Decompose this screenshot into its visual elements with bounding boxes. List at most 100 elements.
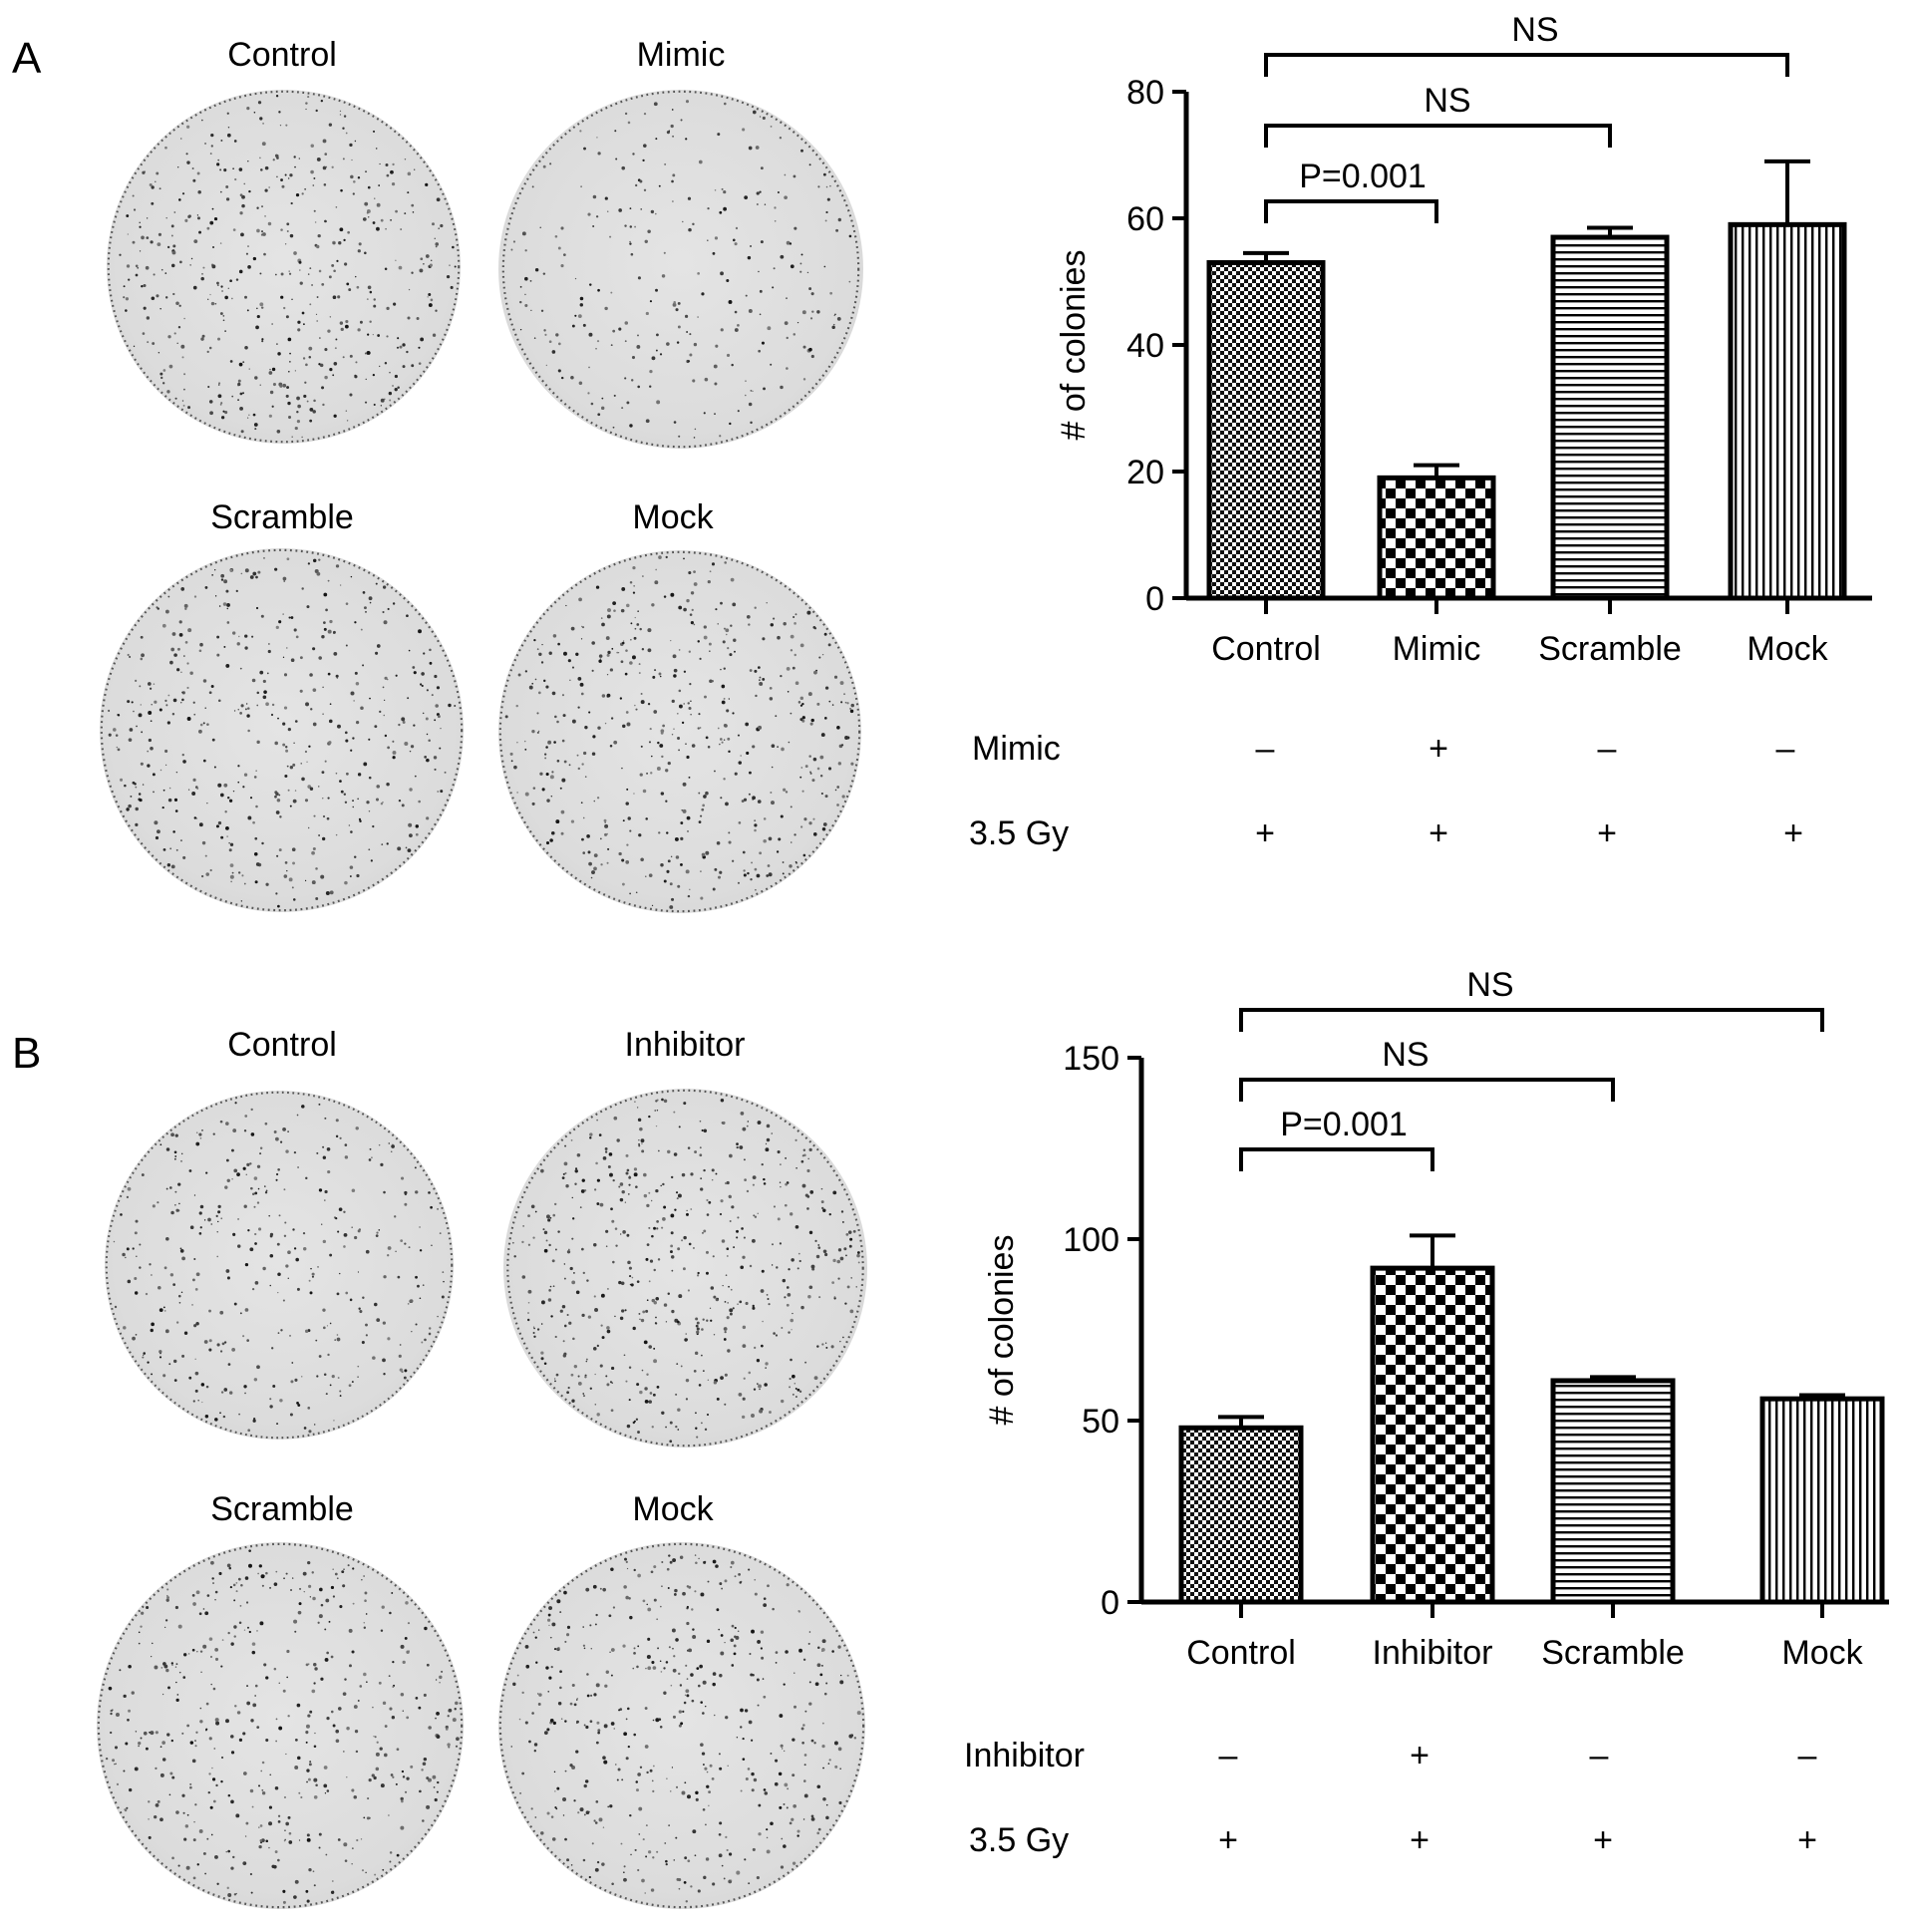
colony-dot — [146, 236, 150, 239]
colony-dot — [730, 1638, 735, 1643]
colony-dot — [752, 110, 757, 115]
colony-dot — [127, 653, 130, 657]
colony-dot — [250, 1186, 253, 1190]
colony-dot — [654, 580, 659, 585]
colony-dot — [141, 731, 144, 734]
colony-dot — [325, 1393, 328, 1396]
colony-dot — [254, 836, 258, 840]
colony-dot — [585, 1587, 590, 1592]
colony-dot — [589, 1387, 592, 1390]
colony-dot — [382, 1321, 386, 1325]
colony-dot — [660, 1184, 662, 1187]
colony-dot — [534, 1816, 537, 1818]
colony-dot — [225, 1719, 229, 1724]
colony-dot — [726, 1180, 730, 1185]
colony-dot — [719, 210, 723, 214]
colony-dot — [175, 848, 178, 851]
colony-dot — [623, 1354, 626, 1357]
colony-dot — [186, 717, 191, 721]
colony-dot — [687, 702, 690, 705]
colony-dot — [224, 810, 227, 813]
colony-dot — [324, 1189, 328, 1194]
colony-dot — [661, 1226, 664, 1229]
colony-dot — [799, 825, 803, 828]
colony-dot — [770, 623, 775, 627]
colony-dot — [779, 137, 783, 140]
colony-dot — [418, 362, 422, 365]
colony-dot — [621, 767, 623, 770]
colony-dot — [280, 295, 284, 299]
colony-dot — [174, 397, 177, 400]
colony-dot — [277, 904, 280, 908]
colony-dot — [710, 1319, 713, 1322]
colony-dot — [638, 672, 641, 674]
colony-dot — [305, 1663, 309, 1667]
colony-dot — [333, 1420, 335, 1422]
colony-dot — [138, 1742, 142, 1746]
colony-dot — [226, 796, 230, 800]
colony-dot — [746, 1125, 749, 1127]
colony-dot — [181, 1732, 184, 1735]
colony-dot — [273, 1667, 277, 1671]
colony-dot — [322, 814, 326, 818]
bar — [1728, 221, 1847, 601]
colony-dot — [609, 235, 612, 238]
colony-dot — [587, 392, 590, 395]
colony-dot — [716, 1608, 720, 1612]
colony-dot — [242, 392, 244, 395]
colony-dot — [279, 125, 282, 127]
colony-dot — [420, 257, 424, 261]
colony-dot — [791, 1258, 795, 1262]
panel-a: A Control Mimic Scramble Mock 0 20 40 60 80 #… — [12, 11, 1872, 913]
colony-dot — [296, 420, 301, 424]
colony-dot — [193, 816, 197, 819]
colony-dot — [378, 1229, 381, 1231]
colony-dot — [171, 713, 175, 716]
colony-dot — [825, 1803, 828, 1806]
colony-dot — [683, 1880, 687, 1884]
colony-dot — [436, 1735, 441, 1739]
colony-dot — [345, 319, 349, 324]
colony-dot — [729, 422, 732, 426]
colony-dot — [751, 861, 753, 864]
colony-dot — [407, 697, 410, 700]
colony-dot — [329, 368, 333, 372]
colony-dot — [570, 626, 575, 631]
colony-dot — [166, 390, 170, 394]
colony-dot — [546, 1214, 550, 1219]
colony-dot — [327, 579, 330, 582]
colony-dot — [126, 807, 130, 811]
colony-dot — [345, 132, 348, 135]
colony-dot — [807, 692, 812, 697]
colony-dot — [219, 1120, 223, 1124]
colony-dot — [161, 623, 166, 628]
colony-dot — [148, 1800, 151, 1803]
colony-dot — [794, 1705, 797, 1709]
colony-dot — [604, 823, 609, 828]
colony-dot — [159, 1817, 163, 1822]
colony-dot — [312, 184, 315, 186]
colony-dot — [186, 161, 190, 164]
colony-dot — [821, 1745, 825, 1749]
colony-dot — [691, 744, 696, 748]
colony-dot — [422, 1819, 425, 1822]
colony-dot — [602, 1156, 607, 1160]
colony-dot — [214, 1854, 218, 1859]
colony-dot — [194, 1745, 197, 1748]
colony-dot — [686, 1209, 688, 1212]
colony-dot — [645, 1667, 647, 1670]
colony-dot — [524, 249, 527, 252]
x-tick-label: Mimic — [1393, 630, 1481, 668]
colony-dot — [565, 604, 567, 607]
colony-dot — [673, 728, 675, 730]
colony-dot — [192, 1602, 196, 1606]
colony-dot — [598, 1817, 603, 1822]
colony-dot — [536, 731, 539, 734]
colony-dot — [820, 1187, 823, 1190]
colony-dot — [159, 1772, 164, 1777]
colony-dot — [380, 803, 384, 805]
colony-dot — [214, 1599, 216, 1601]
colony-dot — [212, 1132, 215, 1135]
colony-dot — [372, 1356, 376, 1360]
colony-dot — [545, 746, 548, 749]
